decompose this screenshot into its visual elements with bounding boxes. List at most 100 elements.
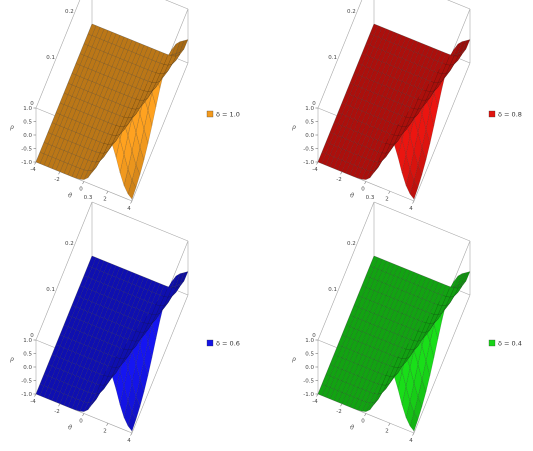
z-tick-label: -0.5 xyxy=(21,147,32,153)
z-tick-label: 0.5 xyxy=(305,120,314,126)
legend-swatch xyxy=(488,339,496,347)
legend-swatch xyxy=(206,110,214,118)
legend-label: δ = 1.0 xyxy=(216,111,240,119)
x-tick-mark xyxy=(316,161,319,165)
x-tick-label: 0 xyxy=(79,419,83,425)
legend-label: δ = 0.8 xyxy=(498,111,522,119)
t-tick-label: 0.3 xyxy=(366,195,375,201)
x-tick-mark xyxy=(388,423,391,426)
x-tick-label: 0 xyxy=(361,187,365,193)
x-tick-mark xyxy=(82,181,85,185)
t-tick-label: 0.2 xyxy=(65,241,74,247)
x-tick-label: -2 xyxy=(54,177,59,183)
legend: δ = 0.8 xyxy=(488,110,522,119)
x-tick-mark xyxy=(58,403,61,407)
x-tick-label: -4 xyxy=(312,167,318,173)
legend-label: δ = 0.6 xyxy=(216,340,240,348)
x-tick-label: -4 xyxy=(312,399,318,405)
surface-mesh xyxy=(317,23,471,200)
box-edge xyxy=(35,201,93,341)
x-tick-label: 2 xyxy=(103,428,107,434)
x-tick-label: 2 xyxy=(385,428,389,434)
x-tick-label: -2 xyxy=(54,409,59,415)
x-tick-mark xyxy=(316,393,319,397)
z-axis-label: ρ xyxy=(9,356,14,363)
x-tick-mark xyxy=(130,200,133,204)
box-edge xyxy=(131,294,189,434)
surface-plot-1: -4 -2 0 2 4 0 0.1 0.2 0.3 -1.0 -0.5 0.0 0.5 1.0 ϑ ρ xyxy=(9,0,189,212)
legend-swatch xyxy=(206,339,214,347)
z-tick-label: 0.5 xyxy=(23,120,32,126)
x-axis-label: ϑ xyxy=(68,193,73,200)
box-edge xyxy=(447,0,471,10)
x-tick-label: -2 xyxy=(336,177,341,183)
z-tick-label: 1.0 xyxy=(23,338,32,344)
x-tick-mark xyxy=(340,171,343,175)
legend: δ = 1.0 xyxy=(206,110,240,119)
x-tick-mark xyxy=(412,432,415,436)
x-tick-label: 4 xyxy=(127,438,131,444)
surface-mesh xyxy=(35,23,189,200)
z-tick-label: -0.5 xyxy=(21,379,32,385)
box-edge xyxy=(91,201,189,242)
z-tick-label: 0.5 xyxy=(305,352,314,358)
x-tick-mark xyxy=(106,423,109,426)
box-edge xyxy=(317,0,363,109)
x-tick-label: 0 xyxy=(79,187,83,193)
x-tick-label: 2 xyxy=(385,196,389,202)
x-tick-mark xyxy=(412,200,415,204)
x-tick-mark xyxy=(340,403,343,407)
x-tick-label: 4 xyxy=(409,206,413,212)
x-tick-mark xyxy=(58,171,61,175)
t-tick-label: 0 xyxy=(30,101,34,107)
surface-plot-2: -4 -2 0 2 4 0 0.1 0.2 0.3 -1.0 -0.5 0.0 0.5 1.0 ϑ ρ xyxy=(291,0,471,212)
z-tick-label: -1.0 xyxy=(21,160,32,166)
z-tick-label: 0.0 xyxy=(305,133,314,139)
legend: δ = 0.4 xyxy=(488,339,522,348)
legend-swatch xyxy=(488,110,496,118)
z-tick-label: 1.0 xyxy=(305,106,314,112)
x-tick-label: 0 xyxy=(361,419,365,425)
legend-label: δ = 0.4 xyxy=(498,340,522,348)
x-tick-label: -4 xyxy=(30,399,36,405)
legend: δ = 0.6 xyxy=(206,339,240,348)
t-tick-label: 0.2 xyxy=(347,241,356,247)
t-tick-label: 0.1 xyxy=(328,55,337,61)
x-tick-mark xyxy=(82,413,85,417)
x-tick-label: -2 xyxy=(336,409,341,415)
z-tick-label: -1.0 xyxy=(21,392,32,398)
t-tick-label: 0 xyxy=(30,333,34,339)
z-tick-label: 1.0 xyxy=(23,106,32,112)
x-tick-label: 2 xyxy=(103,196,107,202)
z-axis-label: ρ xyxy=(291,356,296,363)
surface-mesh xyxy=(35,255,189,432)
t-tick-label: 0.1 xyxy=(328,287,337,293)
t-tick-label: 0.1 xyxy=(46,55,55,61)
box-edge xyxy=(373,201,471,242)
box-edge xyxy=(131,62,189,202)
surface-patch xyxy=(87,255,97,268)
x-tick-label: 4 xyxy=(127,206,131,212)
box-edge xyxy=(317,201,375,341)
box-edge xyxy=(35,0,81,109)
box-edge xyxy=(165,0,189,10)
z-tick-label: -1.0 xyxy=(303,392,314,398)
z-tick-label: 1.0 xyxy=(305,338,314,344)
z-axis-label: ρ xyxy=(9,124,14,131)
x-tick-mark xyxy=(130,432,133,436)
z-tick-label: 0.5 xyxy=(23,352,32,358)
z-tick-label: -1.0 xyxy=(303,160,314,166)
x-axis-label: ϑ xyxy=(350,425,355,432)
t-tick-label: 0 xyxy=(312,333,316,339)
x-tick-mark xyxy=(34,161,37,165)
z-tick-label: 0.0 xyxy=(23,365,32,371)
t-tick-label: 0.2 xyxy=(65,9,74,15)
box-edge xyxy=(413,294,471,434)
x-tick-mark xyxy=(388,191,391,194)
z-axis-label: ρ xyxy=(291,124,296,131)
z-tick-label: -0.5 xyxy=(303,379,314,385)
surface-plot-3: -4 -2 0 2 4 0 0.1 0.2 0.3 -1.0 -0.5 0.0 0.5 1.0 ϑ ρ xyxy=(9,195,189,444)
box-edge xyxy=(413,62,471,202)
t-tick-label: 0 xyxy=(312,101,316,107)
t-tick-label: 0.1 xyxy=(46,287,55,293)
